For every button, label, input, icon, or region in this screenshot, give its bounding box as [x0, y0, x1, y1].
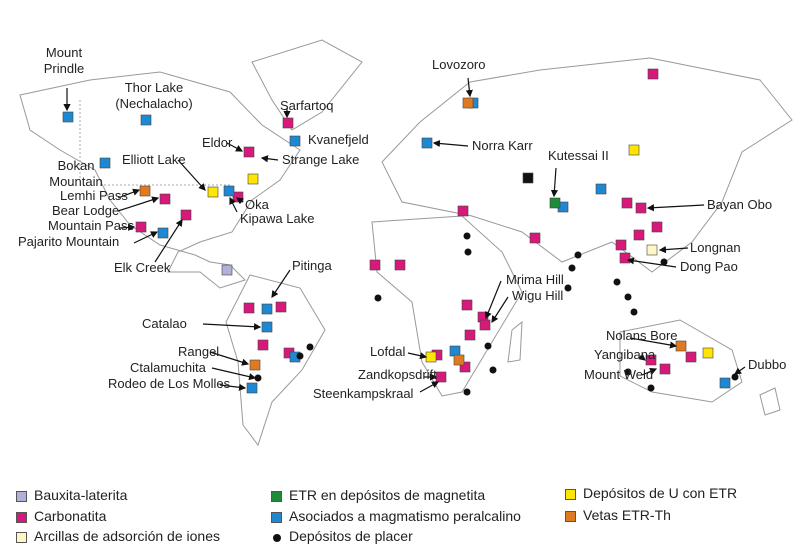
continents: [19, 39, 793, 447]
place-label: Kutessai II: [548, 148, 609, 163]
place-label: Rodeo de Los Molles: [108, 376, 231, 391]
place-label: Elk Creek: [114, 260, 171, 275]
legend-swatch: [16, 491, 27, 502]
bauxita-marker: [221, 264, 233, 276]
place-label: Kipawa Lake: [240, 211, 315, 226]
place-label: Kvanefjeld: [308, 132, 369, 147]
legend-label: Vetas ETR-Th: [583, 507, 671, 523]
place-label: Lemhi Pass: [60, 188, 128, 203]
legend-label: Bauxita-laterita: [34, 487, 128, 503]
arcillas-marker: [646, 244, 658, 256]
place-label: Wigu Hill: [512, 288, 564, 303]
place-label: Norra Karr: [472, 138, 533, 153]
legend-swatch: [16, 512, 27, 523]
legend-label: ETR en depósitos de magnetita: [289, 487, 486, 503]
other-marker: [522, 172, 534, 184]
place-label: Oka: [245, 197, 269, 212]
legend-label: Depósitos de placer: [289, 528, 413, 544]
place-label: Dubbo: [748, 357, 787, 372]
legend-swatch: [565, 511, 576, 522]
place-label: Sarfartoq: [280, 98, 334, 113]
place-label: Bokan Mountain: [49, 158, 103, 189]
place-label: Rangel: [178, 344, 220, 359]
deposit-markers: [62, 68, 739, 396]
place-label: Longnan: [690, 240, 741, 255]
place-label: Thor Lake (Nechalacho): [115, 80, 193, 111]
legend-swatch: [565, 489, 576, 500]
place-label: Bear Lodge: [52, 203, 120, 218]
legend-swatch: [271, 512, 282, 523]
place-label: Nolans Bore: [606, 328, 678, 343]
legend-label: Carbonatita: [34, 508, 107, 524]
place-label: Mountain Pass: [48, 218, 134, 233]
place-label: Mount Weld: [584, 367, 654, 382]
place-label: Lovozoro: [432, 57, 486, 72]
place-label: Pajarito Mountain: [18, 234, 120, 249]
place-label: Steenkampskraal: [313, 386, 414, 401]
legend-swatch: [273, 534, 281, 542]
place-label: Dong Pao: [680, 259, 738, 274]
place-label: Zandkopsdrift: [358, 367, 437, 382]
legend-swatch: [271, 491, 282, 502]
place-label: Bayan Obo: [707, 197, 773, 212]
place-label: Mount Prindle: [43, 45, 85, 76]
place-label: Elliott Lake: [122, 152, 186, 167]
legend-label: Arcillas de adsorción de iones: [34, 528, 220, 544]
borders: [79, 100, 230, 186]
legend-label: Depósitos de U con ETR: [583, 485, 738, 501]
place-label: Yangibana: [594, 347, 656, 362]
place-label: Strange Lake: [282, 152, 360, 167]
placer-markers: [254, 232, 739, 396]
carbonatita-markers: [135, 68, 697, 383]
place-label: Ctalamuchita: [130, 360, 206, 375]
vetas-markers: [139, 97, 687, 371]
leader-lines: [63, 77, 746, 393]
place-label: Eldor: [202, 135, 233, 150]
magnetita-marker: [549, 197, 561, 209]
place-label: Mrima Hill: [506, 272, 564, 287]
legend-label: Asociados a magmatismo peralcalino: [289, 508, 521, 524]
place-label: Catalao: [142, 316, 187, 331]
place-label: Lofdal: [370, 344, 406, 359]
place-label: Pitinga: [292, 258, 332, 273]
legend-swatch: [16, 532, 27, 543]
